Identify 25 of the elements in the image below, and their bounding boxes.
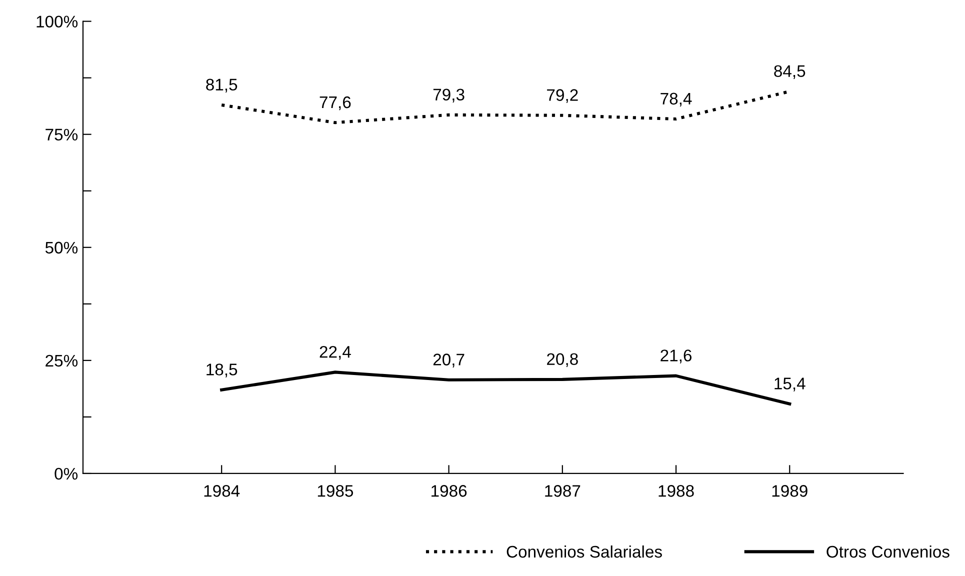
y-tick-label: 25% [46,354,78,367]
data-label: 21,6 [660,350,692,364]
x-tick-label: 1989 [772,485,808,497]
y-tick-label: 0% [54,468,78,480]
data-label: 79,3 [433,88,464,102]
data-label: 79,2 [547,89,578,103]
data-label: 20,7 [433,354,464,368]
legend-label: Otros Convenios [826,545,950,558]
data-label: 15,4 [774,378,806,392]
data-label: 22,4 [320,346,351,360]
x-tick-label: 1986 [432,485,467,497]
data-label: 78,4 [660,92,692,107]
y-tick-label: 75% [46,128,78,141]
y-tick-label: 100% [36,16,78,28]
data-label: 18,5 [206,364,238,378]
x-tick-label: 1985 [318,485,354,497]
legend-label: Convenios Salariales [506,545,662,558]
x-tick-label: 1988 [658,485,694,497]
data-label: 84,5 [774,65,806,79]
x-tick-label: 1987 [545,485,580,497]
y-tick-label: 50% [45,242,78,254]
data-label: 81,5 [206,78,238,93]
data-label: 20,8 [547,353,578,367]
x-tick-label: 1984 [204,485,240,497]
data-label: 77,6 [320,96,351,110]
